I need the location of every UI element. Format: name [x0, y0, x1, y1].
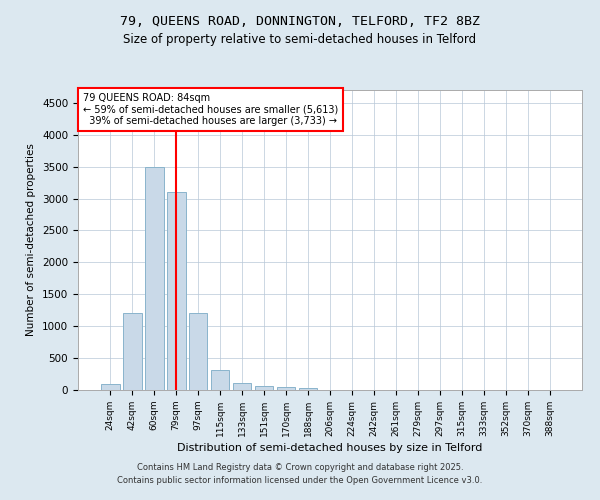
- Text: 79 QUEENS ROAD: 84sqm
← 59% of semi-detached houses are smaller (5,613)
  39% of: 79 QUEENS ROAD: 84sqm ← 59% of semi-deta…: [83, 93, 338, 126]
- Bar: [255, 386, 274, 390]
- Text: Contains HM Land Registry data © Crown copyright and database right 2025.: Contains HM Land Registry data © Crown c…: [137, 464, 463, 472]
- Y-axis label: Number of semi-detached properties: Number of semi-detached properties: [26, 144, 37, 336]
- X-axis label: Distribution of semi-detached houses by size in Telford: Distribution of semi-detached houses by …: [178, 443, 482, 453]
- Text: Contains public sector information licensed under the Open Government Licence v3: Contains public sector information licen…: [118, 476, 482, 485]
- Bar: [189, 314, 208, 390]
- Bar: [233, 384, 251, 390]
- Text: Size of property relative to semi-detached houses in Telford: Size of property relative to semi-detach…: [124, 32, 476, 46]
- Text: 79, QUEENS ROAD, DONNINGTON, TELFORD, TF2 8BZ: 79, QUEENS ROAD, DONNINGTON, TELFORD, TF…: [120, 15, 480, 28]
- Bar: [145, 166, 164, 390]
- Bar: [211, 370, 229, 390]
- Bar: [101, 384, 119, 390]
- Bar: [123, 314, 142, 390]
- Bar: [299, 388, 317, 390]
- Bar: [277, 387, 295, 390]
- Bar: [167, 192, 185, 390]
